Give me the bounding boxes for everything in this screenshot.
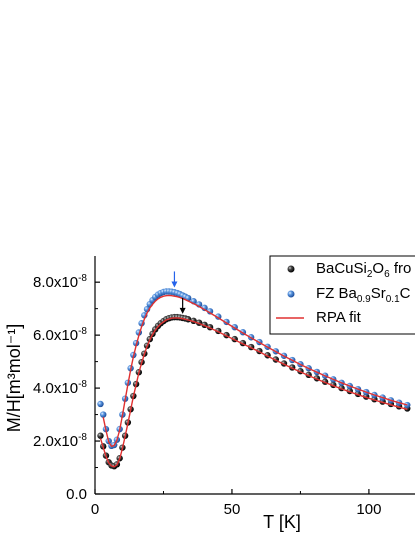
y-axis: 0.0 2.0x10-8 4.0x10-8 6.0x10-8 8.0x10-8	[33, 256, 100, 503]
legend-entry: RPA fit	[276, 309, 362, 326]
rpa-fit-line	[99, 317, 408, 468]
legend-marker-icon	[287, 290, 295, 298]
data-point-fz-ba-sr	[206, 308, 214, 315]
x-tick-label: 0	[91, 501, 99, 518]
y-tick-label: 0.0	[66, 486, 87, 503]
y-tick-label: 2.0x10-8	[33, 432, 87, 450]
peak-arrow-icon	[171, 271, 178, 288]
legend-marker-icon	[287, 265, 295, 273]
x-axis-title: T [K]	[263, 512, 301, 532]
data-point-fz-ba-sr	[100, 411, 107, 418]
legend-entry: FZ Ba0.9Sr0.1C	[287, 285, 411, 305]
legend-label: BaCuSi2O6 fro	[316, 260, 411, 280]
y-tick-label: 8.0x10-8	[33, 273, 87, 291]
legend-label: RPA fit	[316, 309, 362, 326]
x-tick-label: 50	[224, 501, 241, 518]
data-point-bacusi2o6	[97, 432, 104, 439]
peak-arrow-icon	[179, 297, 186, 314]
y-tick-label: 6.0x10-8	[33, 326, 87, 344]
legend: BaCuSi2O6 fro FZ Ba0.9Sr0.1C RPA fit	[269, 255, 415, 335]
rpa-fit-line	[102, 294, 408, 448]
legend-entry: BaCuSi2O6 fro	[287, 260, 411, 280]
y-axis-title: M/H[m³mol⁻¹]	[4, 324, 24, 432]
x-tick-label: 100	[356, 501, 381, 518]
y-tick-label: 4.0x10-8	[33, 379, 87, 397]
legend-label: FZ Ba0.9Sr0.1C	[316, 285, 411, 305]
data-point-fz-ba-sr	[97, 400, 104, 408]
x-axis: 0 50 100	[91, 489, 415, 518]
